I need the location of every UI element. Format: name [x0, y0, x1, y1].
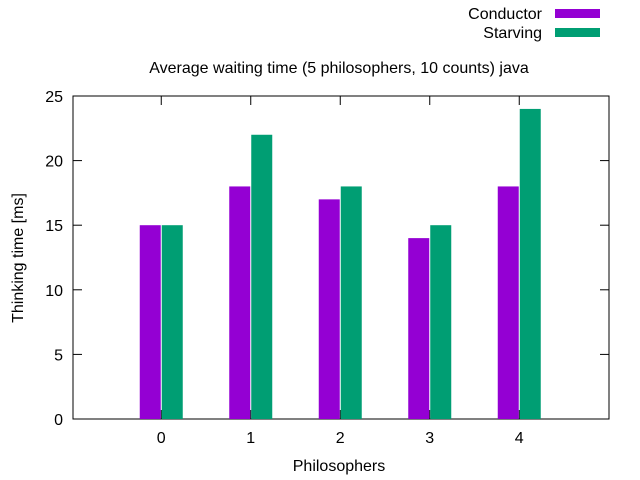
bar-conductor-1	[229, 186, 251, 419]
legend-label-conductor: Conductor	[468, 6, 542, 23]
x-tick-label: 4	[515, 430, 524, 447]
bar-conductor-3	[408, 238, 430, 419]
bars	[139, 108, 541, 420]
bar-conductor-4	[497, 186, 519, 419]
x-tick-label: 0	[157, 430, 166, 447]
y-tick-label: 0	[54, 412, 63, 429]
bar-starving-0	[161, 225, 183, 419]
x-axis-label: Philosophers	[293, 458, 386, 475]
y-tick-label: 5	[54, 347, 63, 364]
y-axis-label: Thinking time [ms]	[10, 193, 27, 323]
x-axis: 0 1 2 3 4	[157, 96, 524, 447]
y-tick-label: 20	[45, 154, 63, 171]
x-tick-label: 3	[425, 430, 434, 447]
bar-starving-3	[430, 225, 452, 419]
y-tick-label: 10	[45, 283, 63, 300]
chart-title: Average waiting time (5 philosophers, 10…	[149, 60, 529, 77]
bar-conductor-0	[139, 225, 161, 419]
legend-label-starving: Starving	[483, 25, 542, 42]
y-tick-label: 25	[45, 89, 63, 106]
x-tick-label: 1	[246, 430, 255, 447]
x-tick-label: 2	[336, 430, 345, 447]
legend-swatch-conductor	[555, 9, 600, 18]
bar-starving-1	[251, 134, 273, 419]
bar-conductor-2	[318, 199, 340, 419]
bar-starving-4	[519, 108, 541, 420]
bar-starving-2	[340, 186, 362, 419]
y-tick-label: 15	[45, 218, 63, 235]
legend-swatch-starving	[555, 28, 600, 37]
legend: Conductor Starving	[468, 6, 600, 42]
y-axis: 0 5 10 15 20 25	[45, 89, 609, 429]
